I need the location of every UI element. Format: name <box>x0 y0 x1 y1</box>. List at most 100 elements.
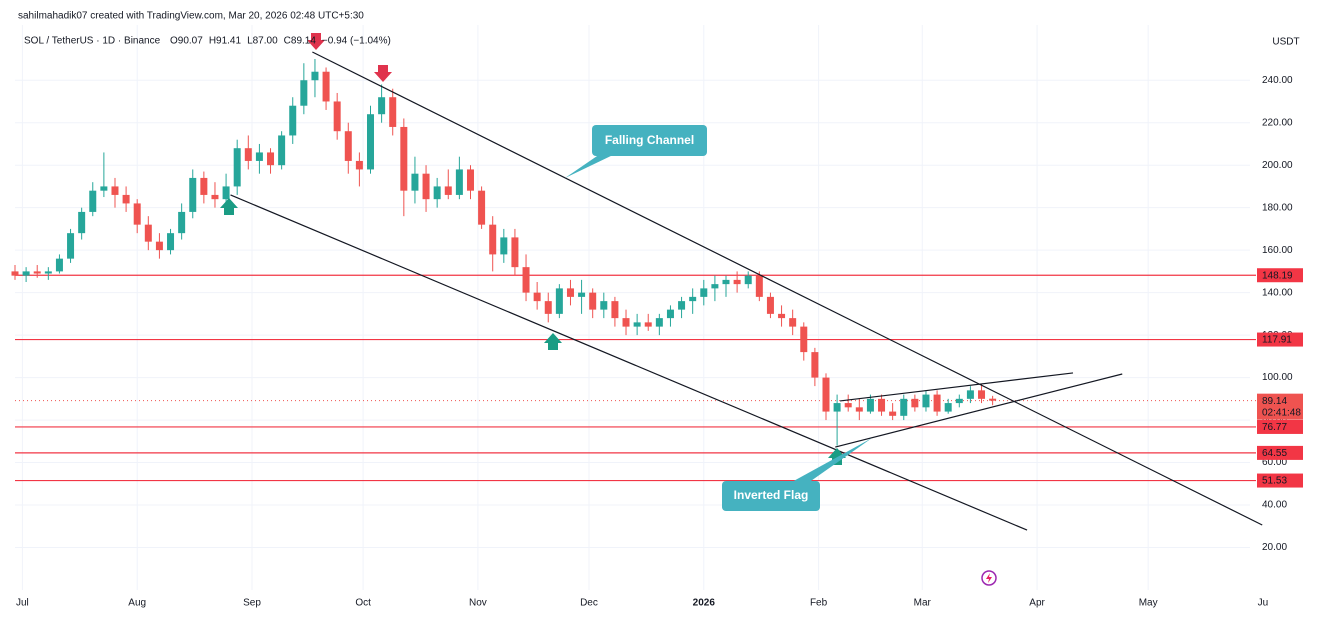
candle-body <box>300 80 308 106</box>
candle-body <box>89 190 97 212</box>
callout-box <box>592 125 707 156</box>
candle-body <box>922 394 930 408</box>
candle-body <box>911 398 919 408</box>
candle-body <box>666 309 674 319</box>
grid <box>15 25 1250 590</box>
candle-body <box>222 186 230 200</box>
candle-body <box>544 301 552 314</box>
down-arrow <box>307 33 325 50</box>
candle-body <box>855 407 863 412</box>
candle-body <box>200 177 208 195</box>
candle-body <box>522 267 530 293</box>
candle-body <box>678 301 686 310</box>
candle-body <box>989 398 997 401</box>
ohlc-value: H91.41 <box>209 36 242 47</box>
candle-body <box>311 71 319 81</box>
candle-body <box>555 288 563 314</box>
candles <box>11 58 997 446</box>
lightning-bolt <box>986 573 992 583</box>
candle-body <box>789 318 797 327</box>
candle-body <box>478 190 486 225</box>
candle-body <box>433 186 441 200</box>
candle-body <box>455 169 463 195</box>
candle-body <box>367 114 375 170</box>
axes: 20.0040.0060.0080.00100.00120.00140.0016… <box>16 75 1303 609</box>
candle-body <box>722 279 730 285</box>
candle-body <box>333 101 341 132</box>
candle-body <box>689 296 697 302</box>
candle-body <box>211 194 219 200</box>
callout-label: Inverted Flag <box>734 488 809 502</box>
trend-lines <box>230 51 1263 531</box>
y-tick-label: 60.00 <box>1262 457 1287 468</box>
x-tick-label: Dec <box>580 598 598 609</box>
candle-body <box>933 394 941 412</box>
candle-body <box>733 279 741 285</box>
y-tick-label: 140.00 <box>1262 287 1293 298</box>
candle-body <box>189 177 197 212</box>
level-tag <box>1257 332 1303 347</box>
candle-body <box>444 186 452 195</box>
x-tick-label: Sep <box>243 598 261 609</box>
candle-body <box>155 241 163 251</box>
candle-body <box>167 233 175 251</box>
candle-body <box>400 126 408 191</box>
level-label: 117.91 <box>1262 335 1292 346</box>
candle-body <box>389 97 397 127</box>
candle-body <box>33 271 41 274</box>
candle-body <box>144 224 152 242</box>
candle-body <box>67 233 75 259</box>
candle-body <box>111 186 119 195</box>
callout: Inverted Flag <box>722 438 872 511</box>
candle-body <box>566 288 574 297</box>
candle-body <box>55 258 63 272</box>
candle-body <box>655 318 663 327</box>
trend-line <box>839 372 1074 402</box>
candle-body <box>11 271 19 276</box>
level-label: 64.55 <box>1262 448 1287 459</box>
ohlc-value: C89.14 <box>284 36 317 47</box>
countdown: 02:41:48 <box>1262 407 1301 418</box>
candle-body <box>578 292 586 297</box>
candle-body <box>955 398 963 404</box>
price-tag <box>1257 393 1303 420</box>
x-tick-label: Ju <box>1258 598 1269 609</box>
candle-body <box>978 390 986 399</box>
x-tick-label: Jul <box>16 598 29 609</box>
level-label: 51.53 <box>1262 476 1287 487</box>
candle-body <box>644 322 652 327</box>
x-tick-label: Feb <box>810 598 828 609</box>
candle-body <box>100 186 108 191</box>
level-tag <box>1257 445 1303 460</box>
candle-body <box>233 148 241 187</box>
candle-body <box>633 322 641 327</box>
y-tick-label: 220.00 <box>1262 117 1293 128</box>
ohlc: O90.07 H91.41 L87.00 C89.14 −0.94 (−1.04%) <box>170 36 391 47</box>
callout-pointer <box>565 154 615 178</box>
y-tick-label: 200.00 <box>1262 160 1293 171</box>
candle-body <box>289 105 297 136</box>
candle-body <box>622 318 630 327</box>
callout-box <box>722 481 820 511</box>
candle-body <box>411 173 419 191</box>
candle-body <box>489 224 497 255</box>
x-tick-label: Mar <box>914 598 932 609</box>
trend-line <box>835 373 1123 448</box>
x-tick-label: 2026 <box>693 598 716 609</box>
arrows <box>220 33 846 465</box>
x-tick-label: Nov <box>469 598 487 609</box>
level-label: 76.77 <box>1262 422 1287 433</box>
y-tick-label: 180.00 <box>1262 202 1293 213</box>
candle-body <box>511 237 519 268</box>
candle-body <box>889 411 897 416</box>
x-tick-label: Aug <box>128 598 146 609</box>
callout-label: Falling Channel <box>605 133 694 147</box>
up-arrow <box>544 333 562 350</box>
y-tick-label: 20.00 <box>1262 542 1287 553</box>
candle-body <box>344 131 352 161</box>
icon <box>981 570 997 586</box>
candle-body <box>178 211 186 234</box>
levels <box>15 274 1256 482</box>
candle-body <box>533 292 541 302</box>
